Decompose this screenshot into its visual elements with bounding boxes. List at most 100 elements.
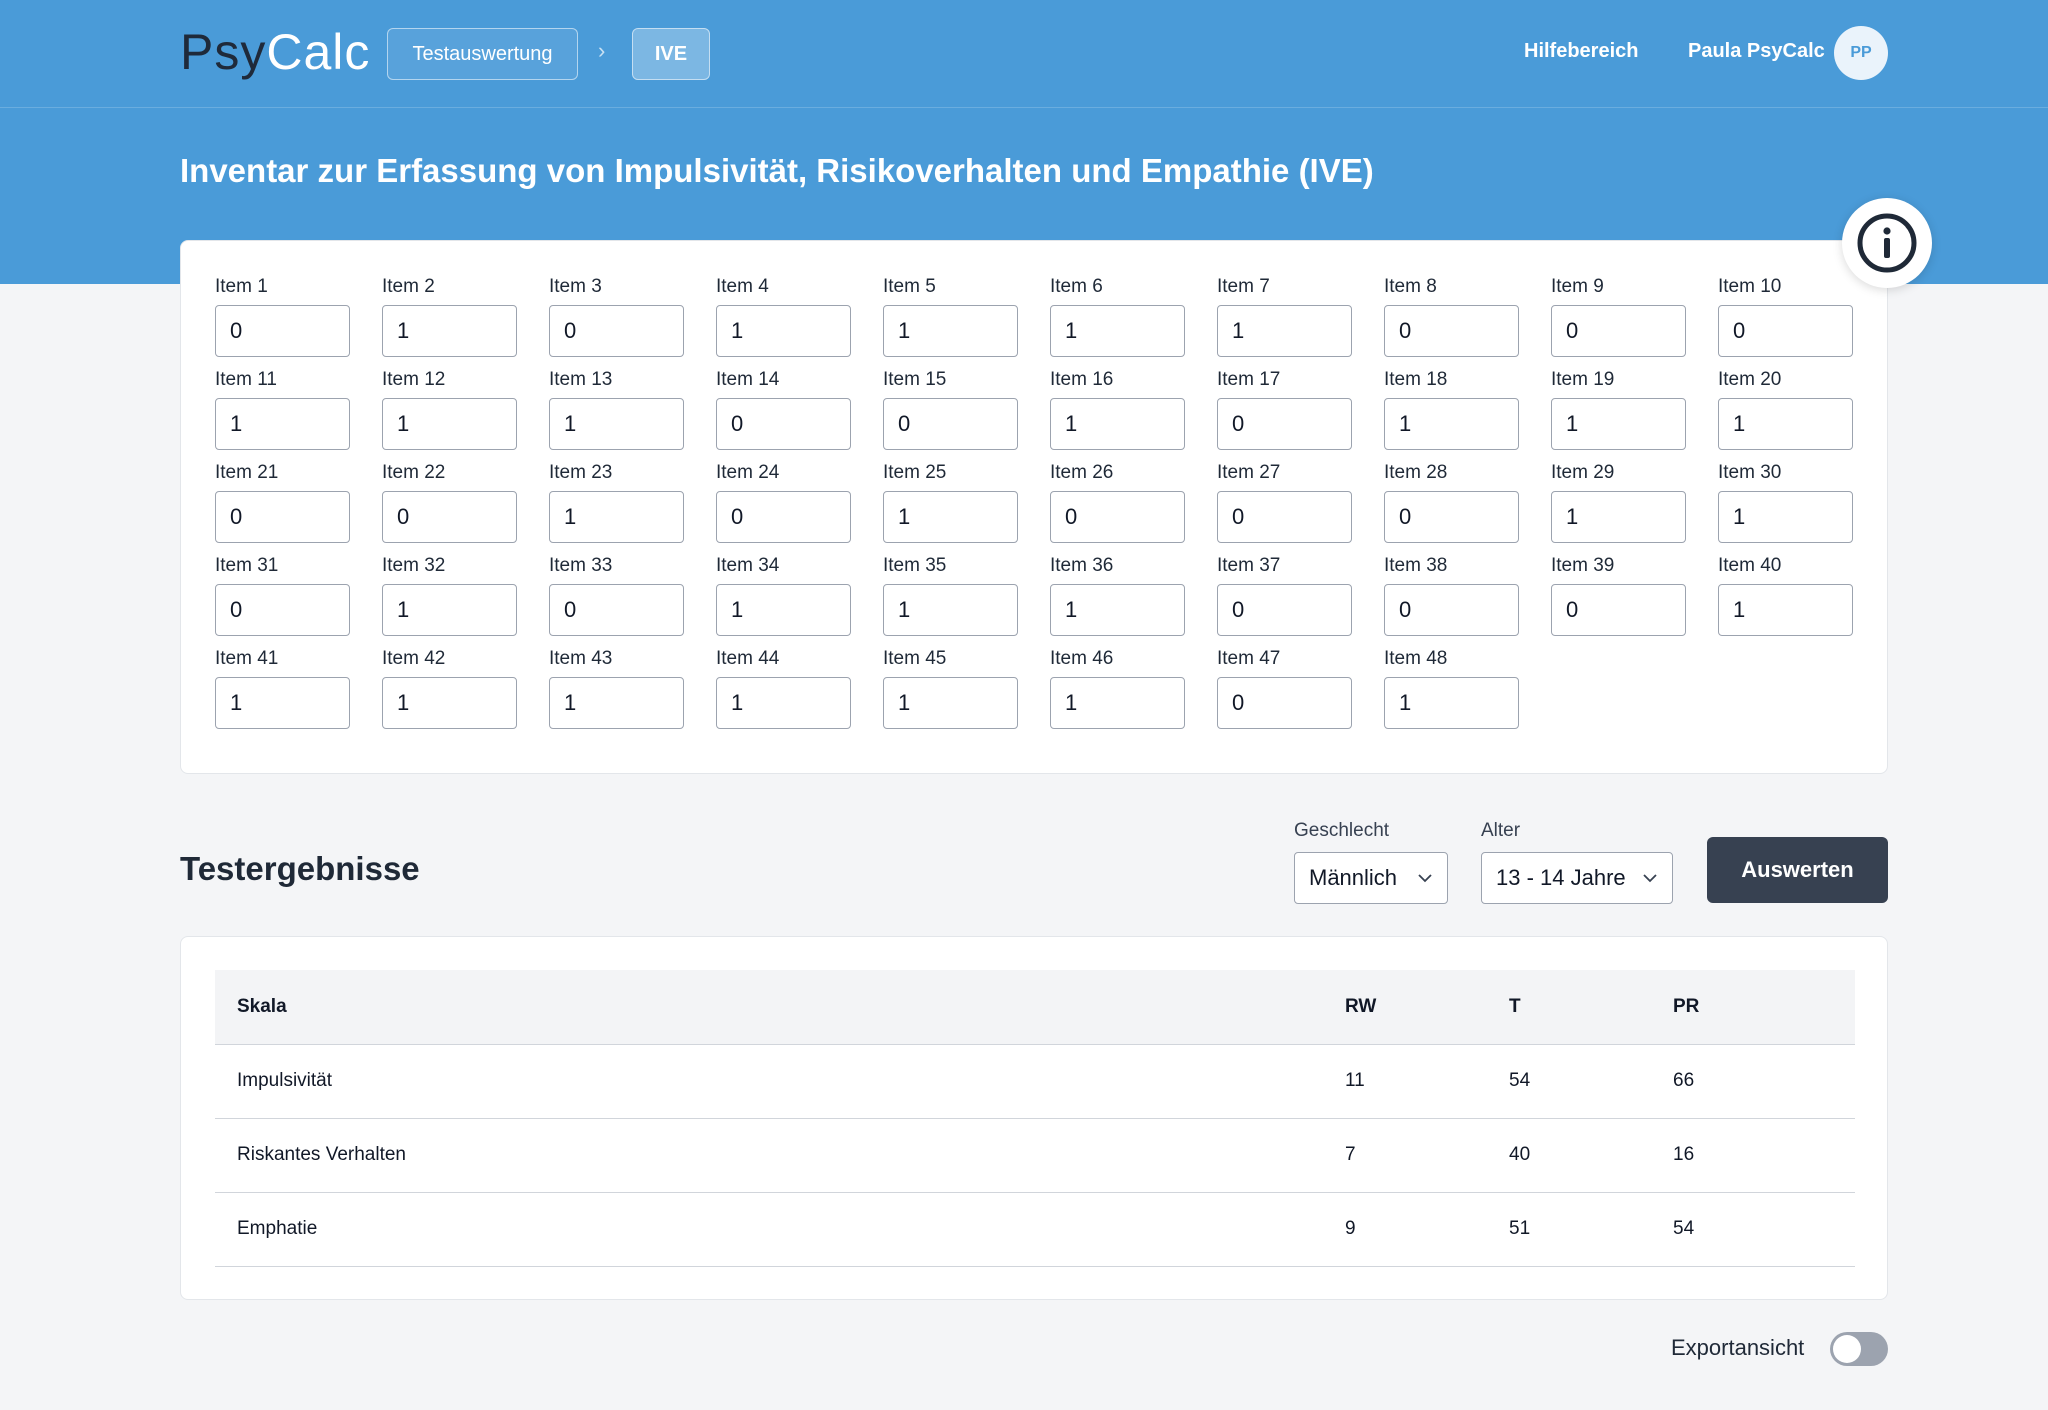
- item-input[interactable]: [1217, 491, 1352, 543]
- evaluate-button[interactable]: Auswerten: [1707, 837, 1888, 903]
- gender-select[interactable]: Männlich: [1294, 852, 1448, 904]
- item-field: Item 35: [883, 554, 1018, 636]
- item-label: Item 44: [716, 648, 780, 669]
- item-input[interactable]: [883, 584, 1018, 636]
- item-label: Item 13: [549, 369, 613, 390]
- item-field: Item 19: [1551, 368, 1686, 450]
- item-field: Item 8: [1384, 275, 1519, 357]
- item-field: Item 30: [1718, 461, 1853, 543]
- item-label: Item 3: [549, 276, 602, 297]
- item-input[interactable]: [1384, 584, 1519, 636]
- item-field: Item 41: [215, 647, 350, 729]
- item-input[interactable]: [215, 491, 350, 543]
- item-input[interactable]: [1718, 491, 1853, 543]
- help-link[interactable]: Hilfebereich: [1524, 40, 1639, 62]
- item-input[interactable]: [215, 584, 350, 636]
- item-label: Item 27: [1217, 462, 1281, 483]
- item-input[interactable]: [1551, 305, 1686, 357]
- item-input[interactable]: [1050, 398, 1185, 450]
- item-input[interactable]: [883, 398, 1018, 450]
- item-input[interactable]: [1718, 584, 1853, 636]
- item-input[interactable]: [716, 305, 851, 357]
- item-field: Item 46: [1050, 647, 1185, 729]
- item-input[interactable]: [382, 398, 517, 450]
- avatar[interactable]: PP: [1834, 26, 1888, 80]
- item-label: Item 11: [215, 369, 277, 390]
- item-label: Item 46: [1050, 648, 1114, 669]
- item-label: Item 6: [1050, 276, 1103, 297]
- item-input[interactable]: [1551, 584, 1686, 636]
- user-name[interactable]: Paula PsyCalc: [1688, 40, 1825, 62]
- item-input[interactable]: [1551, 398, 1686, 450]
- item-input[interactable]: [1384, 491, 1519, 543]
- item-field: Item 20: [1718, 368, 1853, 450]
- info-button[interactable]: [1842, 198, 1932, 288]
- item-field: Item 26: [1050, 461, 1185, 543]
- item-input[interactable]: [1217, 584, 1352, 636]
- item-input[interactable]: [1551, 491, 1686, 543]
- item-input[interactable]: [1384, 305, 1519, 357]
- item-field: Item 47: [1217, 647, 1352, 729]
- item-input[interactable]: [382, 491, 517, 543]
- breadcrumb-ive[interactable]: IVE: [632, 28, 710, 80]
- item-input[interactable]: [716, 677, 851, 729]
- item-input[interactable]: [1217, 305, 1352, 357]
- item-field: Item 45: [883, 647, 1018, 729]
- item-input[interactable]: [883, 491, 1018, 543]
- item-input[interactable]: [1050, 584, 1185, 636]
- item-field: Item 43: [549, 647, 684, 729]
- age-select[interactable]: 13 - 14 Jahre: [1481, 852, 1673, 904]
- item-field: Item 6: [1050, 275, 1185, 357]
- item-input[interactable]: [1217, 398, 1352, 450]
- page-title: Inventar zur Erfassung von Impulsivität,…: [180, 152, 1374, 189]
- column-header-t: T: [1509, 970, 1673, 1045]
- item-label: Item 4: [716, 276, 769, 297]
- item-input[interactable]: [215, 677, 350, 729]
- item-input[interactable]: [1050, 677, 1185, 729]
- t-score: 51: [1509, 1192, 1673, 1267]
- item-input[interactable]: [1384, 398, 1519, 450]
- item-input[interactable]: [1718, 398, 1853, 450]
- chevron-down-icon: [1418, 874, 1432, 883]
- export-view-toggle[interactable]: [1830, 1332, 1888, 1366]
- item-input[interactable]: [1050, 305, 1185, 357]
- item-input[interactable]: [1384, 677, 1519, 729]
- item-input[interactable]: [1217, 677, 1352, 729]
- item-input[interactable]: [549, 398, 684, 450]
- item-field: Item 22: [382, 461, 517, 543]
- item-input[interactable]: [382, 584, 517, 636]
- item-input[interactable]: [549, 491, 684, 543]
- item-field: Item 7: [1217, 275, 1352, 357]
- item-label: Item 25: [883, 462, 947, 483]
- item-input[interactable]: [1050, 491, 1185, 543]
- item-input[interactable]: [549, 584, 684, 636]
- item-input[interactable]: [215, 305, 350, 357]
- psycalc-logo[interactable]: PsyCalc: [180, 24, 371, 80]
- item-input[interactable]: [215, 398, 350, 450]
- item-label: Item 21: [215, 462, 279, 483]
- item-input[interactable]: [883, 677, 1018, 729]
- item-input[interactable]: [716, 584, 851, 636]
- item-input[interactable]: [549, 305, 684, 357]
- breadcrumb-testauswertung[interactable]: Testauswertung: [387, 28, 578, 80]
- item-input[interactable]: [716, 398, 851, 450]
- item-field: Item 4: [716, 275, 851, 357]
- item-input[interactable]: [549, 677, 684, 729]
- item-field: Item 1: [215, 275, 350, 357]
- item-label: Item 26: [1050, 462, 1114, 483]
- item-label: Item 38: [1384, 555, 1448, 576]
- item-label: Item 17: [1217, 369, 1281, 390]
- export-view-label: Exportansicht: [1671, 1335, 1805, 1360]
- item-input[interactable]: [1718, 305, 1853, 357]
- item-input[interactable]: [382, 305, 517, 357]
- item-label: Item 33: [549, 555, 613, 576]
- item-field: Item 48: [1384, 647, 1519, 729]
- item-label: Item 36: [1050, 555, 1114, 576]
- item-input[interactable]: [716, 491, 851, 543]
- item-input[interactable]: [382, 677, 517, 729]
- results-title: Testergebnisse: [180, 850, 420, 887]
- item-label: Item 23: [549, 462, 613, 483]
- item-input[interactable]: [883, 305, 1018, 357]
- item-field: Item 14: [716, 368, 851, 450]
- results-card: Skala RW T PR Impulsivität 11 54 66 Risk…: [180, 936, 1888, 1300]
